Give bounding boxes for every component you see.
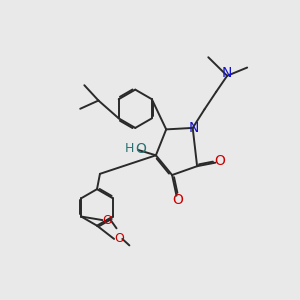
Text: N: N (222, 66, 232, 80)
Text: O: O (102, 214, 112, 226)
Text: O: O (214, 154, 225, 168)
Text: O: O (136, 142, 147, 156)
Text: O: O (114, 232, 124, 245)
Text: H: H (125, 142, 134, 155)
Text: O: O (172, 193, 183, 207)
Text: N: N (189, 121, 199, 135)
